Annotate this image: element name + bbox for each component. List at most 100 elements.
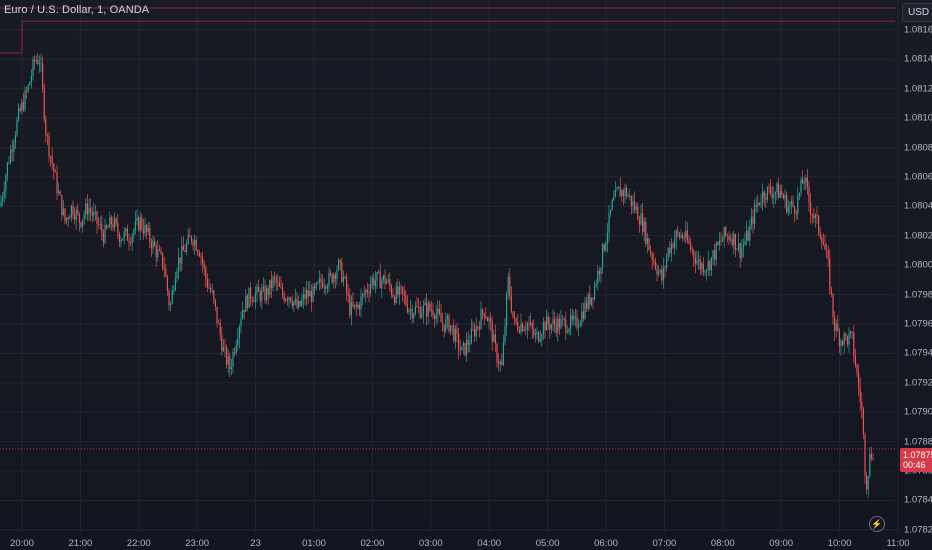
candle-body: [69, 217, 71, 220]
candle-body: [653, 259, 655, 262]
candle-body: [802, 179, 804, 184]
candle-body: [469, 343, 471, 345]
candle-body: [739, 243, 741, 259]
candle-body: [122, 238, 124, 241]
candle-body: [326, 286, 328, 289]
candle-body: [243, 310, 245, 312]
candle-body: [832, 293, 834, 318]
candle-body: [432, 310, 434, 316]
y-tick-label: 1.07960: [904, 318, 932, 330]
candle-body: [573, 316, 575, 320]
candle-body: [214, 299, 216, 307]
candle-body: [454, 328, 456, 342]
candle-body: [558, 318, 560, 329]
candle-body: [640, 212, 642, 225]
candle-body: [661, 270, 663, 281]
candle-body: [544, 322, 546, 331]
candle-body: [846, 336, 848, 345]
x-tick-label: 05:00: [535, 538, 560, 549]
candle-body: [533, 329, 535, 336]
candle-body: [510, 295, 512, 312]
candle-body: [523, 329, 525, 331]
candle-body: [786, 195, 788, 213]
candle-body: [272, 277, 274, 288]
candle-body: [283, 295, 285, 301]
candle-body: [670, 243, 672, 254]
candle-body: [757, 202, 759, 206]
countdown-timer: 00:46: [903, 460, 926, 470]
candle-body: [54, 171, 56, 173]
candle-body: [554, 319, 556, 325]
candle-body: [818, 215, 820, 232]
candle-body: [456, 328, 458, 334]
candle-body: [267, 288, 269, 295]
replay-lightning-icon[interactable]: ⚡: [869, 516, 885, 532]
candle-body: [242, 310, 244, 319]
candle-body: [538, 332, 540, 342]
candle-body: [285, 299, 287, 301]
candle-body: [101, 224, 103, 233]
x-tick-label: 11:00: [886, 538, 910, 549]
candle-body: [754, 205, 756, 225]
candle-body: [426, 302, 428, 317]
candle-body: [166, 276, 168, 291]
candle-body: [542, 322, 544, 335]
candle-body: [730, 239, 732, 240]
candle-body: [40, 63, 42, 65]
candle-body: [706, 269, 708, 272]
candle-body: [547, 316, 549, 325]
y-tick-label: 1.07980: [904, 289, 932, 301]
candle-body: [395, 286, 397, 303]
candle-body: [280, 286, 282, 288]
candle-body: [576, 316, 578, 328]
candle-body: [259, 291, 261, 302]
candle-body: [781, 191, 783, 196]
candle-body: [275, 277, 277, 283]
candle-body: [66, 217, 68, 222]
candle-body: [835, 323, 837, 331]
candle-body: [509, 276, 511, 296]
candle-body: [736, 249, 738, 251]
candle-body: [78, 213, 80, 223]
candle-body: [128, 240, 130, 243]
candle-body: [605, 242, 607, 251]
candle-body: [27, 85, 29, 92]
candle-body: [562, 318, 564, 320]
candle-body: [515, 318, 517, 323]
candle-body: [862, 408, 864, 435]
currency-badge[interactable]: USD: [902, 3, 932, 22]
candle-body: [563, 318, 565, 320]
candle-body: [138, 217, 140, 231]
candle-body: [797, 195, 799, 214]
candle-body: [709, 261, 711, 271]
candle-body: [710, 257, 712, 271]
candle-body: [270, 279, 272, 288]
candle-body: [298, 300, 300, 308]
y-tick-label: 1.07820: [904, 524, 932, 536]
candle-body: [578, 326, 580, 328]
candle-body: [491, 321, 493, 342]
candle-body: [518, 329, 520, 333]
y-tick-label: 1.08120: [904, 83, 932, 95]
y-tick-label: 1.07900: [904, 406, 932, 418]
candle-body: [810, 202, 812, 215]
candle-body: [371, 277, 373, 285]
candle-body: [384, 275, 386, 284]
candle-body: [365, 290, 367, 295]
candle-body: [346, 277, 348, 293]
candle-body: [301, 299, 303, 306]
candle-body: [843, 333, 845, 345]
candle-body: [45, 119, 47, 136]
candle-body: [707, 261, 709, 270]
candle-body: [854, 355, 856, 366]
candle-body: [630, 195, 632, 206]
candle-body: [378, 271, 380, 273]
candle-body: [627, 195, 629, 197]
candle-body: [216, 306, 218, 323]
candle-body: [792, 201, 794, 207]
candle-body: [776, 183, 778, 193]
candle-body: [552, 319, 554, 325]
candle-body: [174, 278, 176, 291]
